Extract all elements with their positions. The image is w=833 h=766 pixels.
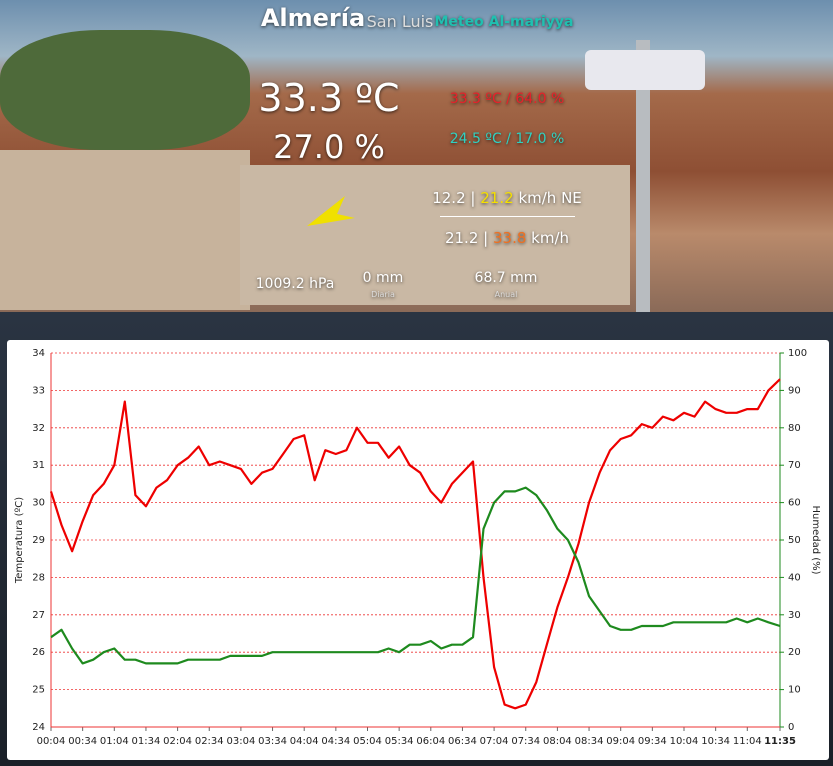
tree [0, 30, 250, 150]
y-tick-label: 26 [32, 647, 45, 658]
sensor [585, 50, 705, 90]
x-tick-label: 09:04 [606, 736, 635, 747]
y-tick-label: 30 [32, 498, 45, 509]
max-values: 33.3 ºC / 64.0 % [449, 91, 565, 107]
y-tick-label: 24 [32, 722, 45, 733]
rain-annual-label: Anual [494, 290, 518, 299]
wind-direction: NE [561, 189, 582, 207]
x-tick-label: 06:34 [448, 736, 477, 747]
header: Almería San Luis Meteo Al-mariyya 33.3 º… [0, 0, 833, 312]
divider [440, 216, 575, 217]
y2-tick-label: 40 [788, 572, 801, 583]
location: San Luis [366, 12, 434, 31]
y-tick-label: 31 [32, 460, 45, 471]
x-tick-label: 09:34 [638, 736, 667, 747]
y2-tick-label: 10 [788, 685, 801, 696]
wind-speed: 21.2 [444, 229, 479, 247]
rain-daily-label: Diaria [371, 290, 395, 299]
wind: 12.2 | 21.2 km/h NE [432, 189, 582, 207]
x-tick-label: 06:04 [416, 736, 445, 747]
x-tick-label: 10:34 [701, 736, 730, 747]
wind-unit: km/h [518, 189, 557, 207]
y-tick-label: 34 [32, 348, 45, 359]
wind-speed: 12.2 [432, 189, 466, 207]
chart-background [7, 340, 829, 760]
separator: | [483, 229, 489, 247]
x-tick-label: 04:04 [290, 736, 319, 747]
y2-tick-label: 20 [788, 647, 801, 658]
humidity: 27.0 % [273, 128, 385, 166]
x-tick-label: 03:04 [226, 736, 255, 747]
y2-tick-label: 60 [788, 498, 801, 509]
rain-daily: 0 mm [362, 270, 404, 286]
series-line [50, 486, 781, 665]
y2-tick-label: 90 [788, 385, 801, 396]
x-tick-label: 00:04 [37, 736, 66, 747]
x-tick-label: 01:04 [100, 736, 129, 747]
y2-tick-label: 80 [788, 423, 801, 434]
x-tick-label: 03:34 [258, 736, 287, 747]
x-tick-label: 05:34 [385, 736, 414, 747]
x-tick-label: 11:04 [733, 736, 762, 747]
y-tick-label: 33 [32, 385, 45, 396]
title: Almería [260, 4, 366, 32]
wind-arrow [307, 196, 355, 226]
x-tick-label: 05:04 [353, 736, 382, 747]
y-tick-label: 29 [32, 535, 45, 546]
wind-unit: km/h [531, 229, 570, 247]
y-tick-label: 32 [32, 423, 45, 434]
y-axis-title: Temperatura (ºC) [14, 497, 25, 584]
pressure: 1009.2 hPa [255, 276, 335, 292]
series-line [49, 378, 781, 710]
x-tick-label: 04:34 [321, 736, 350, 747]
x-tick-label: 08:04 [543, 736, 572, 747]
pole [636, 40, 650, 312]
y-tick-label: 25 [32, 685, 45, 696]
wind-gust: 21.2 [480, 189, 514, 207]
min-values: 24.5 ºC / 17.0 % [449, 131, 565, 147]
x-tick-label: 00:34 [68, 736, 97, 747]
brand[interactable]: Meteo Al-mariyya [434, 14, 574, 30]
chart: 24 25 26 27 28 29 30 31 32 33 34 0 10 20 30 40 50 60 70 80 9… [7, 340, 829, 760]
x-tick-label: 07:04 [480, 736, 509, 747]
wall [240, 165, 630, 305]
x-tick-label: 07:34 [511, 736, 540, 747]
x-tick-label: 02:04 [163, 736, 192, 747]
y2-tick-label: 50 [788, 535, 801, 546]
y-tick-label: 27 [32, 610, 45, 621]
wall [0, 150, 250, 310]
wind-max: 21.2 | 33.8 km/h [445, 229, 569, 247]
x-tick-label: 08:34 [575, 736, 604, 747]
x-tick-label: 10:04 [670, 736, 699, 747]
wind-gust: 33.8 [492, 229, 527, 247]
x-tick-label: 02:34 [195, 736, 224, 747]
y2-axis-title: Humedad (%) [810, 505, 821, 574]
y2-tick-label: 30 [788, 610, 801, 621]
y2-tick-label: 0 [788, 722, 794, 733]
x-tick-label: 11:35 [764, 736, 796, 747]
temperature: 33.3 ºC [258, 76, 400, 120]
x-tick-label: 01:34 [132, 736, 161, 747]
y-tick-label: 28 [32, 572, 45, 583]
separator: | [470, 189, 476, 207]
y2-tick-label: 70 [788, 460, 801, 471]
rain-annual: 68.7 mm [474, 270, 538, 286]
y2-tick-label: 100 [788, 348, 807, 359]
